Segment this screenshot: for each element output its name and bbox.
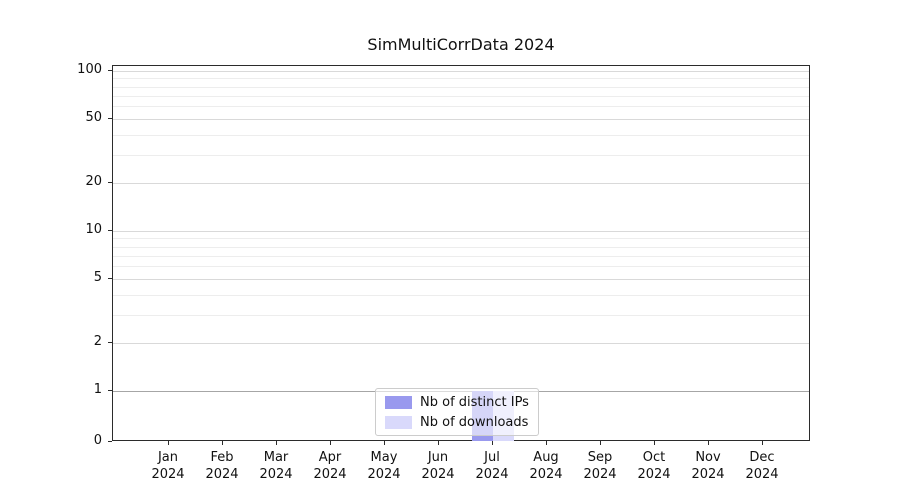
y-tick-mark <box>108 118 112 119</box>
gridline-y-100 <box>113 71 809 72</box>
x-tick-mark <box>600 441 601 445</box>
y-tick-mark <box>108 230 112 231</box>
x-tick-mark <box>222 441 223 445</box>
y-tick-mark <box>108 278 112 279</box>
legend: Nb of distinct IPs Nb of downloads <box>375 388 539 436</box>
plot-area: Nb of distinct IPs Nb of downloads <box>112 65 810 441</box>
x-tick-year: 2024 <box>745 467 779 482</box>
x-tick-label-aug: Aug 2024 <box>514 449 578 483</box>
minor-gridline <box>113 315 809 316</box>
minor-gridline <box>113 256 809 257</box>
x-tick-mark <box>654 441 655 445</box>
x-tick-label-jun: Jun 2024 <box>406 449 470 483</box>
legend-swatch-nb-of-distinct-ips <box>385 395 412 409</box>
x-tick-year: 2024 <box>421 467 455 482</box>
minor-gridline <box>113 247 809 248</box>
x-tick-year: 2024 <box>313 467 347 482</box>
y-tick-mark <box>108 390 112 391</box>
x-tick-mark <box>708 441 709 445</box>
x-tick-year: 2024 <box>367 467 401 482</box>
minor-gridline <box>113 106 809 107</box>
x-tick-year: 2024 <box>529 467 563 482</box>
x-tick-mark <box>168 441 169 445</box>
gridline-y-20 <box>113 183 809 184</box>
x-tick-mark <box>762 441 763 445</box>
gridline-y-2 <box>113 343 809 344</box>
legend-item: Nb of downloads <box>385 414 529 430</box>
x-tick-label-jan: Jan 2024 <box>136 449 200 483</box>
x-tick-mark <box>330 441 331 445</box>
legend-label: Nb of downloads <box>420 414 529 430</box>
x-tick-year: 2024 <box>259 467 293 482</box>
x-tick-year: 2024 <box>691 467 725 482</box>
minor-gridline <box>113 238 809 239</box>
y-tick-label-20: 20 <box>85 174 102 189</box>
minor-gridline <box>113 266 809 267</box>
minor-gridline <box>113 78 809 79</box>
x-tick-label-mar: Mar 2024 <box>244 449 308 483</box>
x-tick-label-oct: Oct 2024 <box>622 449 686 483</box>
x-tick-year: 2024 <box>205 467 239 482</box>
x-tick-year: 2024 <box>583 467 617 482</box>
y-tick-label-2: 2 <box>93 334 102 349</box>
y-tick-mark <box>108 70 112 71</box>
x-tick-mark <box>384 441 385 445</box>
legend-label: Nb of distinct IPs <box>420 394 529 410</box>
minor-gridline <box>113 155 809 156</box>
x-tick-mark <box>546 441 547 445</box>
minor-gridline <box>113 295 809 296</box>
legend-swatch-nb-of-downloads <box>385 415 412 429</box>
x-tick-label-nov: Nov 2024 <box>676 449 740 483</box>
minor-gridline <box>113 87 809 88</box>
y-tick-label-50: 50 <box>85 110 102 125</box>
y-tick-label-1: 1 <box>93 382 102 397</box>
gridline-y-5 <box>113 279 809 280</box>
y-tick-label-10: 10 <box>85 222 102 237</box>
y-tick-mark <box>108 342 112 343</box>
x-tick-year: 2024 <box>151 467 185 482</box>
minor-gridline <box>113 96 809 97</box>
y-tick-label-5: 5 <box>93 270 102 285</box>
x-tick-label-dec: Dec 2024 <box>730 449 794 483</box>
x-tick-mark <box>492 441 493 445</box>
gridline-y-50 <box>113 119 809 120</box>
y-tick-label-0: 0 <box>93 433 102 448</box>
x-tick-year: 2024 <box>637 467 671 482</box>
y-tick-mark <box>108 441 112 442</box>
minor-gridline <box>113 135 809 136</box>
x-tick-label-feb: Feb 2024 <box>190 449 254 483</box>
x-tick-label-jul: Jul 2024 <box>460 449 524 483</box>
x-tick-year: 2024 <box>475 467 509 482</box>
y-tick-mark <box>108 182 112 183</box>
legend-item: Nb of distinct IPs <box>385 394 529 410</box>
gridline-y-10 <box>113 231 809 232</box>
y-tick-label-100: 100 <box>77 62 102 77</box>
x-tick-label-apr: Apr 2024 <box>298 449 362 483</box>
x-tick-mark <box>276 441 277 445</box>
x-tick-mark <box>438 441 439 445</box>
chart-title: SimMultiCorrData 2024 <box>367 35 555 54</box>
x-tick-label-sep: Sep 2024 <box>568 449 632 483</box>
x-tick-label-may: May 2024 <box>352 449 416 483</box>
